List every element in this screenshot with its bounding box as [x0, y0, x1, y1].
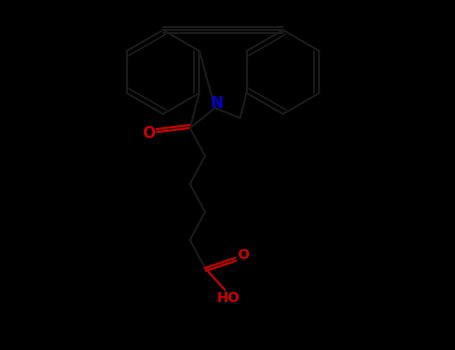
Text: O: O — [237, 248, 249, 262]
Text: HO: HO — [217, 291, 241, 305]
Text: N: N — [211, 96, 223, 111]
Text: O: O — [142, 126, 156, 141]
